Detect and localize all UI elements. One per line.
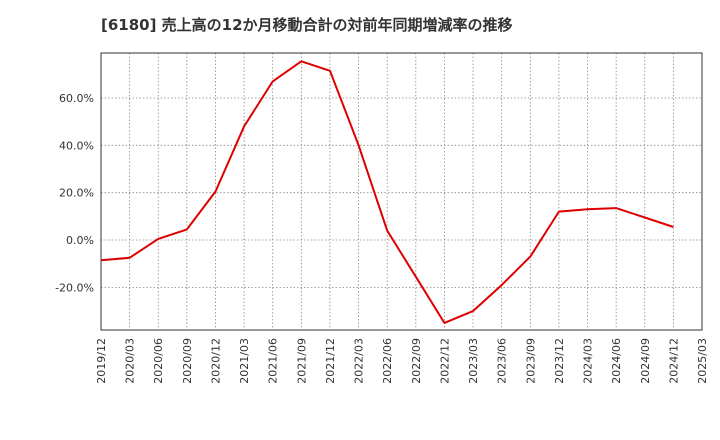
y-tick-label: 40.0%	[59, 139, 94, 152]
x-tick-label: 2020/12	[209, 338, 222, 384]
x-tick-label: 2021/03	[238, 338, 251, 384]
y-tick-label: 0.0%	[66, 234, 94, 247]
x-tick-label: 2024/03	[582, 338, 595, 384]
y-tick-label: 60.0%	[59, 92, 94, 105]
y-tick-label: 20.0%	[59, 187, 94, 200]
x-tick-label: 2022/12	[438, 338, 451, 384]
chart-title: [6180] 売上高の12か月移動合計の対前年同期増減率の推移	[101, 16, 513, 34]
x-tick-label: 2020/09	[181, 338, 194, 384]
x-tick-label: 2024/06	[610, 338, 623, 384]
x-tick-label: 2023/06	[496, 338, 509, 384]
x-tick-label: 2022/03	[353, 338, 366, 384]
x-tick-label: 2020/03	[124, 338, 137, 384]
series	[100, 60, 674, 324]
x-tick-label: 2022/06	[381, 338, 394, 384]
x-tick-label: 2022/09	[410, 338, 423, 384]
x-tick-label: 2019/12	[95, 338, 108, 384]
x-tick-label: 2023/09	[524, 338, 537, 384]
x-tick-label: 2024/09	[639, 338, 652, 384]
series-line	[100, 60, 674, 324]
x-tick-label: 2020/06	[152, 338, 165, 384]
x-axis: 2019/12 2020/03 2020/06 2020/09 2020/12 2021/…	[95, 338, 709, 384]
x-tick-label: 2021/06	[267, 338, 280, 384]
x-tick-label: 2023/03	[467, 338, 480, 384]
grid	[101, 53, 702, 330]
x-tick-label: 2024/12	[667, 338, 680, 384]
plot-frame	[100, 52, 703, 331]
x-tick-label: 2021/12	[324, 338, 337, 384]
y-axis: -20.0% 0.0% 20.0% 40.0% 60.0%	[55, 92, 94, 294]
y-tick-label: -20.0%	[55, 281, 94, 294]
x-tick-label: 2023/12	[553, 338, 566, 384]
x-tick-label: 2025/03	[696, 338, 709, 384]
x-tick-label: 2021/09	[295, 338, 308, 384]
